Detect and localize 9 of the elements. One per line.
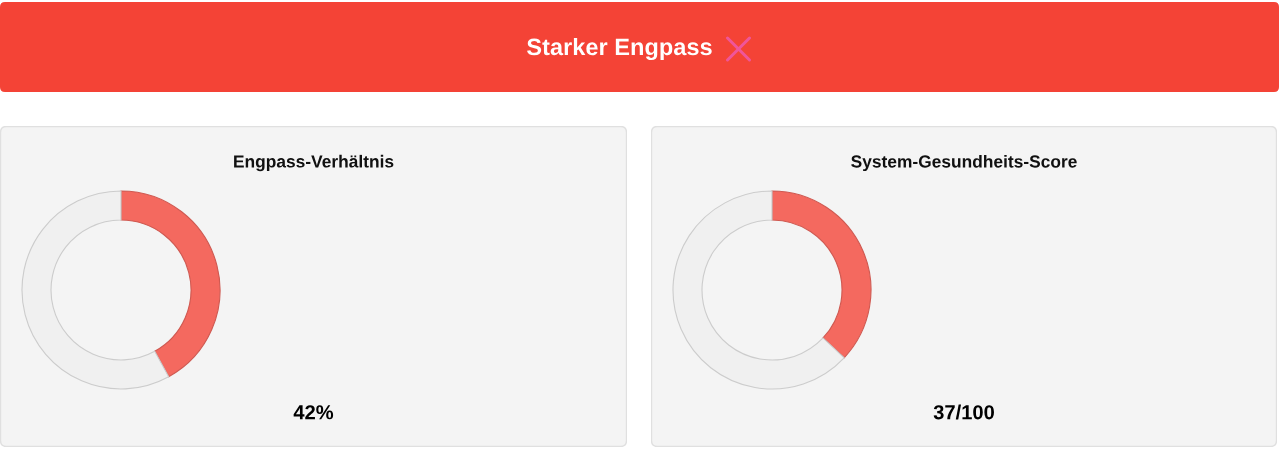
- text: Starker Engpass: [527, 37, 712, 61]
- text: 37/100: [933, 404, 994, 420]
- text: 42%: [293, 405, 334, 420]
- donut-slice: [771, 190, 872, 359]
- donut-slice: [672, 190, 845, 390]
- text: Engpass-Verhältnis: [234, 154, 394, 172]
- donut-slice: [21, 190, 170, 390]
- text: System-Gesundheits-Score: [851, 154, 1077, 172]
- donut-slice: [120, 190, 221, 378]
